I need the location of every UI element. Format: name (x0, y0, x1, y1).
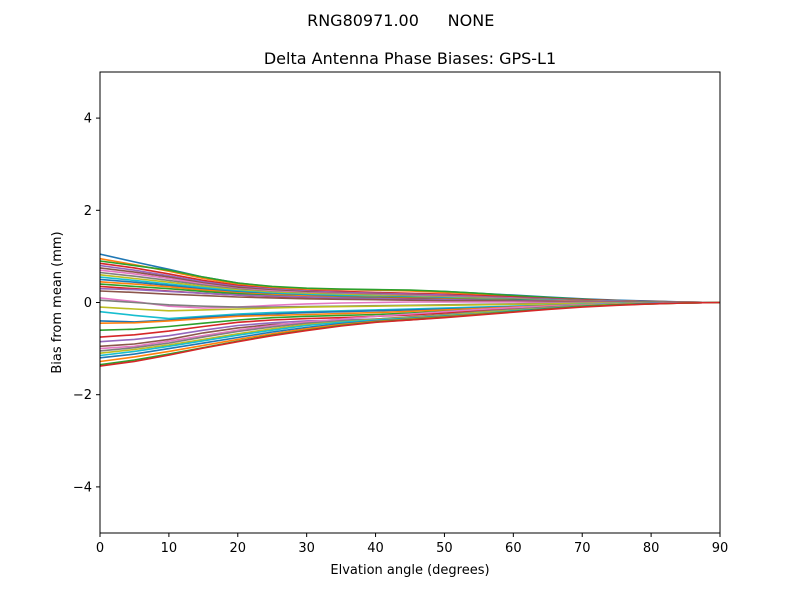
suptitle-radome: NONE (448, 11, 495, 30)
x-tick-label: 30 (298, 541, 315, 556)
series-line-33 (99, 301, 721, 367)
x-tick-label: 40 (367, 541, 384, 556)
x-axis-label: Elvation angle (degrees) (330, 563, 489, 578)
suptitle-id: RNG80971.00 (307, 11, 419, 30)
y-axis-ticks: −4 −2 0 2 4 (73, 112, 100, 495)
y-tick-label: −2 (73, 388, 92, 403)
x-axis-ticks: 0 10 20 30 40 50 60 70 80 90 (96, 533, 728, 556)
plot-lines (99, 253, 721, 367)
x-tick-label: 50 (436, 541, 453, 556)
x-tick-label: 20 (230, 541, 247, 556)
chart-title: Delta Antenna Phase Biases: GPS-L1 (264, 49, 556, 68)
x-tick-label: 10 (161, 541, 178, 556)
y-tick-label: 0 (84, 296, 92, 311)
y-tick-label: 4 (84, 112, 92, 127)
x-tick-label: 80 (643, 541, 660, 556)
y-axis-label: Bias from mean (mm) (50, 231, 65, 373)
x-tick-label: 70 (574, 541, 591, 556)
y-tick-label: 2 (84, 204, 92, 219)
x-tick-label: 90 (712, 541, 729, 556)
y-tick-label: −4 (73, 480, 92, 495)
x-tick-label: 0 (96, 541, 104, 556)
x-tick-label: 60 (505, 541, 522, 556)
